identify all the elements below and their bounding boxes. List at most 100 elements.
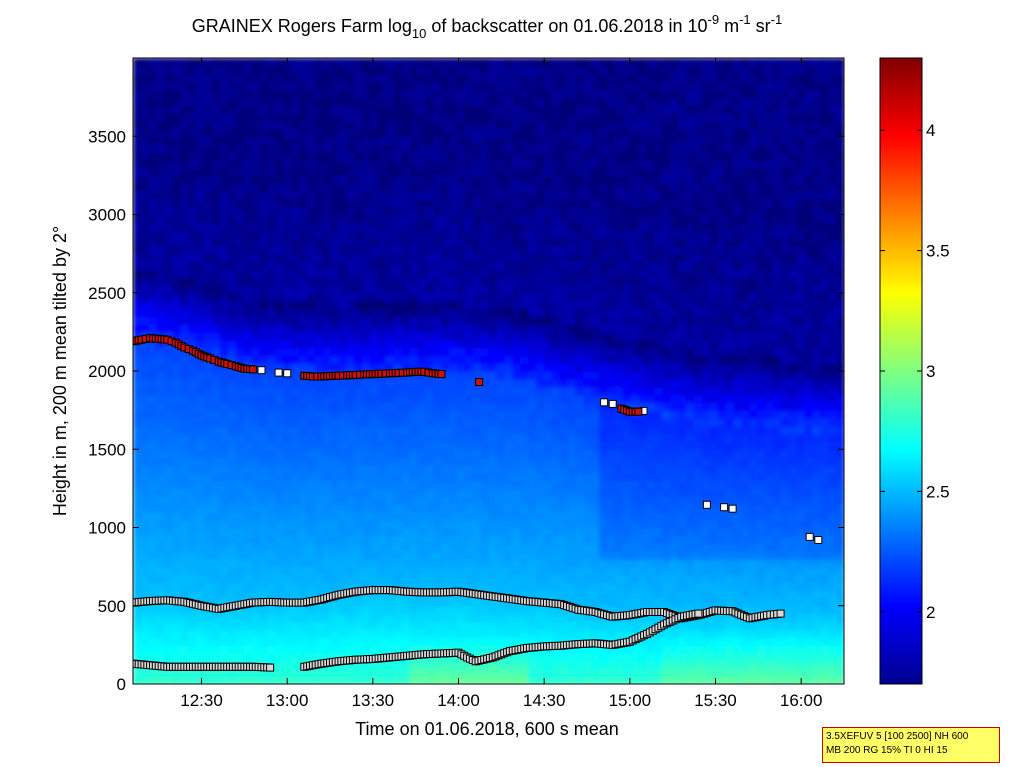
heatmap-cell [456, 582, 466, 591]
heatmap-cell [306, 480, 316, 490]
heatmap-cell [235, 676, 245, 684]
heatmap-cell [583, 590, 593, 599]
heatmap-cell [133, 104, 142, 114]
heatmap-cell [559, 535, 569, 545]
heatmap-cell [188, 167, 198, 177]
heatmap-cell [567, 644, 577, 654]
heatmap-cell [528, 550, 537, 560]
heatmap-cell [298, 417, 308, 427]
heatmap-cell [377, 355, 387, 365]
heatmap-cell [433, 151, 442, 161]
heatmap-cell [464, 441, 474, 451]
heatmap-cell [291, 363, 300, 372]
heatmap-cell [417, 308, 427, 318]
heatmap-cell [472, 410, 482, 419]
heatmap-cell [291, 621, 300, 631]
heatmap-cell [449, 58, 458, 67]
heatmap-cell [164, 425, 174, 435]
heatmap-cell [583, 363, 593, 372]
heatmap-cell [409, 277, 419, 286]
heatmap-cell [243, 277, 253, 286]
heatmap-cell [275, 230, 284, 239]
heatmap-cell [472, 89, 482, 99]
heatmap-cell [575, 175, 585, 185]
heatmap-cell [433, 230, 442, 239]
heatmap-cell [599, 73, 608, 83]
heatmap-cell [275, 558, 284, 568]
heatmap-cell [393, 660, 403, 670]
heatmap-cell [180, 292, 190, 302]
heatmap-cell [377, 535, 387, 545]
heatmap-cell [512, 324, 521, 333]
heatmap-cell [306, 144, 316, 153]
heatmap-cell [370, 629, 379, 638]
heatmap-cell [393, 308, 403, 318]
heatmap-cell [370, 339, 379, 349]
heatmap-cell [512, 237, 521, 247]
heatmap-cell [227, 504, 237, 513]
heatmap-cell [283, 316, 292, 325]
heatmap-cell [148, 159, 158, 169]
heatmap-cell [480, 214, 490, 224]
heatmap-cell [433, 644, 442, 654]
heatmap-cell [196, 253, 205, 263]
heatmap-cell [535, 417, 545, 427]
heatmap-cell [291, 378, 300, 388]
heatmap-cell [354, 464, 363, 474]
heatmap-cell [156, 605, 166, 615]
heatmap-cell [480, 339, 490, 349]
heatmap-cell [401, 637, 411, 646]
heatmap-cell [330, 449, 340, 458]
heatmap-cell [480, 433, 490, 443]
heatmap-cell [449, 159, 458, 169]
heatmap-cell [219, 159, 229, 169]
heatmap-cell [346, 543, 356, 552]
heatmap-cell [148, 112, 158, 122]
heatmap-cell [425, 417, 435, 427]
heatmap-cell [322, 496, 332, 505]
heatmap-cell [370, 120, 379, 130]
heatmap-cell [133, 245, 142, 255]
heatmap-cell [417, 331, 427, 341]
heatmap-cell [449, 97, 458, 106]
heatmap-cell [172, 253, 182, 263]
heatmap-cell [156, 590, 166, 599]
heatmap-cell [251, 488, 261, 498]
heatmap-cell [567, 394, 577, 404]
heatmap-cell [543, 425, 553, 435]
heatmap-cell [456, 472, 466, 482]
heatmap-cell [204, 449, 213, 458]
heatmap-cell [346, 644, 356, 654]
heatmap-cell [488, 457, 498, 466]
heatmap-cell [338, 284, 348, 294]
heatmap-cell [417, 441, 427, 451]
heatmap-cell [172, 590, 182, 599]
heatmap-cell [559, 527, 569, 537]
heatmap-cell [330, 339, 340, 349]
heatmap-cell [551, 230, 561, 239]
heatmap-cell [551, 637, 561, 646]
heatmap-cell [330, 519, 340, 529]
heatmap-cell [551, 605, 561, 615]
heatmap-cell [267, 496, 277, 505]
heatmap-cell [449, 253, 458, 263]
heatmap-cell [599, 496, 608, 505]
heatmap-cell [401, 277, 411, 286]
heatmap-cell [393, 543, 403, 552]
heatmap-cell [464, 58, 474, 67]
heatmap-cell [188, 292, 198, 302]
heatmap-cell [243, 417, 253, 427]
heatmap-cell [314, 457, 324, 466]
heatmap-cell [362, 558, 371, 568]
heatmap-cell [275, 316, 284, 325]
heatmap-cell [330, 441, 340, 451]
heatmap-cell [259, 652, 269, 662]
heatmap-cell [251, 222, 261, 232]
heatmap-cell [488, 676, 498, 684]
heatmap-cell [567, 58, 577, 67]
heatmap-cell [599, 253, 608, 263]
heatmap-cell [188, 488, 198, 498]
heatmap-cell [488, 316, 498, 325]
heatmap-cell [614, 308, 624, 318]
heatmap-cell [275, 245, 284, 255]
